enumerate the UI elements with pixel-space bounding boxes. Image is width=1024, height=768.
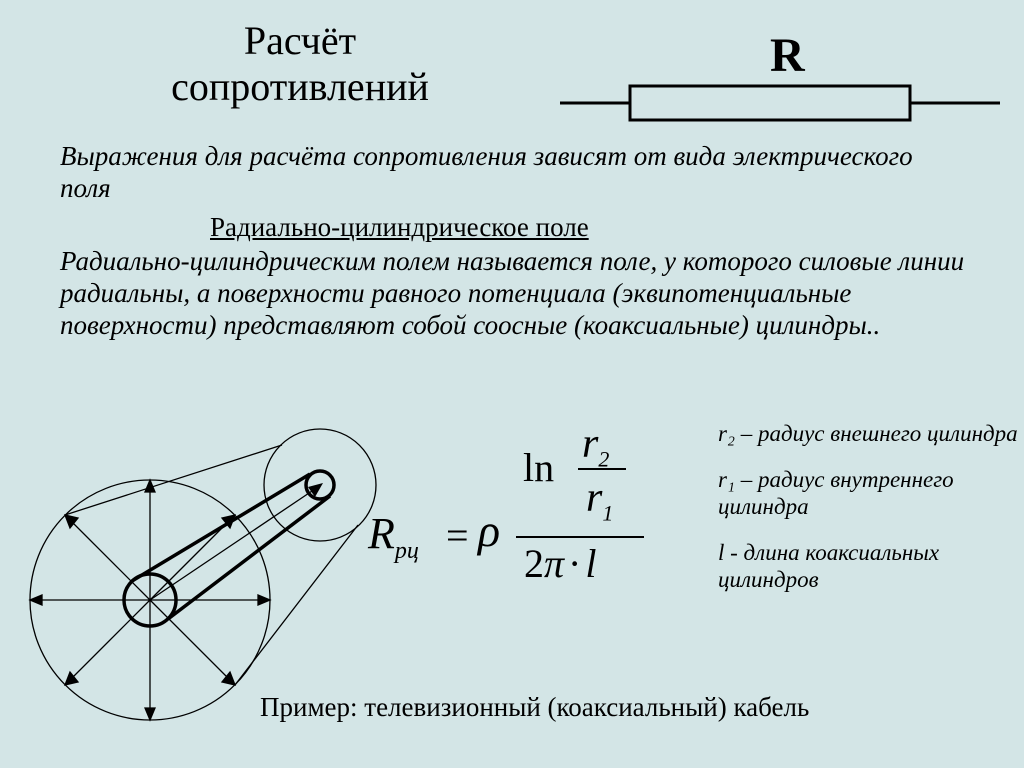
legend-r1: r₁ – радиус внутреннего цилиндра	[718, 466, 1018, 521]
formula-lhs: Rрц	[368, 508, 419, 565]
resistor-symbol	[560, 78, 1000, 128]
resistance-formula: Rрц = ρ ln r2 r1 2π·l	[368, 420, 688, 640]
denom-pi: π	[544, 541, 564, 586]
resistor-label: R	[770, 28, 805, 83]
formula-R: R	[368, 509, 395, 558]
r2-symbol: r2	[582, 420, 609, 472]
denom-l: l	[585, 541, 596, 586]
r1-var: r	[586, 475, 602, 521]
definition-text: Радиально-цилиндрическим полем называетс…	[60, 246, 970, 342]
equals-sign: =	[446, 512, 469, 559]
denom-2: 2	[524, 541, 544, 586]
formula-denominator: 2π·l	[524, 540, 597, 587]
r1-sub: 1	[602, 500, 613, 525]
intro-text: Выражения для расчёта сопротивления зави…	[60, 140, 970, 205]
example-text: Пример: телевизионный (коаксиальный) каб…	[260, 692, 809, 723]
slide: Расчёт сопротивлений R Выражения для рас…	[0, 0, 1024, 768]
main-fraction-line	[516, 536, 644, 538]
legend-l: l - длина коаксиальных цилиндров	[718, 539, 1018, 594]
coaxial-diagram	[10, 405, 390, 735]
denom-dot: ·	[564, 541, 585, 586]
rho-symbol: ρ	[478, 504, 500, 557]
ln-symbol: ln	[523, 444, 554, 491]
r1-symbol: r1	[586, 474, 613, 526]
section-heading: Радиально-цилиндрическое поле	[210, 212, 589, 243]
formula-R-sub: рц	[395, 538, 419, 564]
legend-r2: r₂ – радиус внешнего цилиндра	[718, 420, 1018, 448]
inner-fraction-line	[578, 468, 626, 470]
r2-var: r	[582, 421, 598, 467]
legend: r₂ – радиус внешнего цилиндра r₁ – радиу…	[718, 420, 1018, 612]
slide-title: Расчёт сопротивлений	[120, 18, 480, 110]
